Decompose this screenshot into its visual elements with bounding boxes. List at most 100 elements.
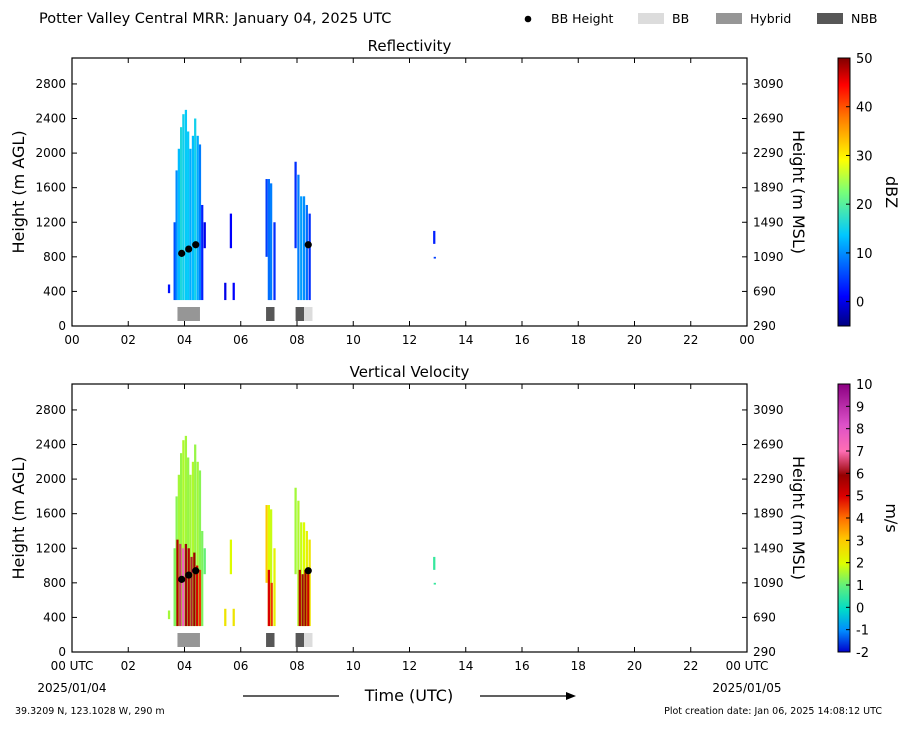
- y-tick-label: 1200: [35, 215, 66, 229]
- y-axis-label: Height (m AGL): [9, 456, 28, 579]
- bb-height-point: [304, 567, 312, 575]
- fall-core-column: [198, 569, 202, 627]
- echo-column: [177, 148, 180, 301]
- y-tick-label: 2800: [35, 77, 66, 91]
- echo-column: [182, 440, 185, 627]
- echo-column: [265, 179, 268, 257]
- bb-type-bar: [295, 633, 305, 647]
- y2-tick-label: 1090: [753, 250, 784, 264]
- echo-column: [180, 127, 183, 301]
- x-tick-label: 12: [402, 333, 417, 347]
- x-tick-label: 14: [458, 659, 473, 673]
- y2-tick-label: 1490: [753, 215, 784, 229]
- echo-columns: [167, 435, 436, 627]
- y-tick-label: 1200: [35, 541, 66, 555]
- echo-columns: [167, 109, 436, 301]
- echo-column: [267, 505, 270, 627]
- fall-core-column: [190, 556, 193, 627]
- echo-column: [294, 161, 297, 249]
- legend-label: BB Height: [551, 11, 614, 26]
- x-tick-label: 06: [233, 333, 248, 347]
- echo-column: [297, 500, 300, 627]
- fall-core-column: [187, 548, 190, 627]
- x-tick-label: 08: [289, 659, 304, 673]
- fall-core-column: [267, 569, 270, 627]
- echo-column: [265, 505, 268, 583]
- echo-column: [270, 509, 273, 627]
- fall-core-column: [307, 574, 310, 627]
- colorbar-tick-label: 6: [856, 467, 864, 482]
- echo-column: [180, 453, 183, 627]
- y2-tick-label: 1090: [753, 576, 784, 590]
- echo-column: [433, 556, 436, 570]
- echo-column: [203, 548, 206, 575]
- colorbar-tick-label: 9: [856, 400, 864, 415]
- echo-column: [273, 222, 276, 301]
- echo-column: [198, 144, 202, 301]
- y2-tick-label: 2690: [753, 112, 784, 126]
- colorbar: 0 10 20 30 40 50 dBZ: [837, 52, 900, 327]
- echo-column: [173, 222, 176, 301]
- echo-column: [191, 135, 195, 301]
- footer-location: 39.3209 N, 123.1028 W, 290 m: [15, 706, 165, 717]
- x-tick-label: 10: [346, 333, 361, 347]
- colorbar-scale: [837, 57, 851, 327]
- echo-column: [189, 148, 192, 301]
- panel-title: Vertical Velocity: [350, 363, 470, 381]
- y2-tick-label: 3090: [753, 403, 784, 417]
- x-tick-label: 06: [233, 659, 248, 673]
- bb-height-point: [178, 249, 186, 257]
- fall-core-column: [270, 582, 273, 627]
- bb-type-bar: [295, 307, 305, 321]
- colorbar-tick-label: 30: [856, 149, 873, 164]
- colorbar-tick-label: 1: [856, 579, 864, 594]
- echo-column: [305, 530, 308, 627]
- colorbar-label: m/s: [882, 503, 900, 532]
- echo-column: [194, 118, 197, 301]
- colorbar-tick-label: 10: [856, 247, 873, 262]
- bb-height-point: [304, 241, 312, 249]
- colorbar-tick-label: 0: [856, 601, 864, 616]
- bb-type-bars: [177, 633, 313, 647]
- echo-column: [300, 522, 303, 627]
- x-axis-label: Time (UTC): [364, 686, 453, 705]
- x-tick-label: 22: [683, 659, 698, 673]
- echo-column: [167, 284, 171, 294]
- echo-column: [187, 457, 190, 627]
- echo-column: [232, 608, 235, 627]
- y-tick-label: 2400: [35, 438, 66, 452]
- x-tick-label: 00 UTC: [726, 659, 769, 673]
- echo-column: [224, 608, 227, 627]
- colorbar-tick-label: 20: [856, 198, 873, 213]
- y-tick-label: 400: [43, 284, 66, 298]
- bb-type-bar: [266, 307, 275, 321]
- fall-core-column: [181, 548, 185, 627]
- fall-core-column: [184, 543, 188, 627]
- x-tick-label: 00: [739, 333, 754, 347]
- y-tick-label: 1600: [35, 507, 66, 521]
- y-tick-label: 2000: [35, 146, 66, 160]
- echo-column: [308, 539, 311, 627]
- x-tick-label: 00 UTC: [51, 659, 94, 673]
- legend-swatch-nbb: [817, 13, 843, 24]
- legend-marker-bb-height: [524, 15, 532, 23]
- y2-tick-label: 2290: [753, 472, 784, 486]
- figure-title: Potter Valley Central MRR: January 04, 2…: [39, 11, 391, 27]
- fall-core-column: [176, 539, 179, 627]
- y2-tick-label: 290: [753, 645, 776, 659]
- echo-column: [187, 131, 190, 301]
- y-tick-label: 2400: [35, 112, 66, 126]
- bb-height-point: [192, 241, 200, 249]
- colorbar-label: dBZ: [882, 176, 900, 208]
- colorbar-tick-label: 3: [856, 534, 864, 549]
- echo-column: [194, 444, 197, 627]
- colorbar: -2 -1 0 1 2 3 4 5 6 7 8 9 10 m/s: [837, 378, 900, 661]
- colorbar-tick-label: -1: [856, 624, 869, 639]
- y2-tick-label: 3090: [753, 77, 784, 91]
- echo-column: [297, 174, 300, 301]
- bottom-date-end: 2025/01/05: [712, 681, 781, 695]
- echo-column: [270, 183, 273, 301]
- bb-type-bars: [177, 307, 313, 321]
- y-tick-label: 1600: [35, 181, 66, 195]
- x-tick-label: 20: [627, 659, 642, 673]
